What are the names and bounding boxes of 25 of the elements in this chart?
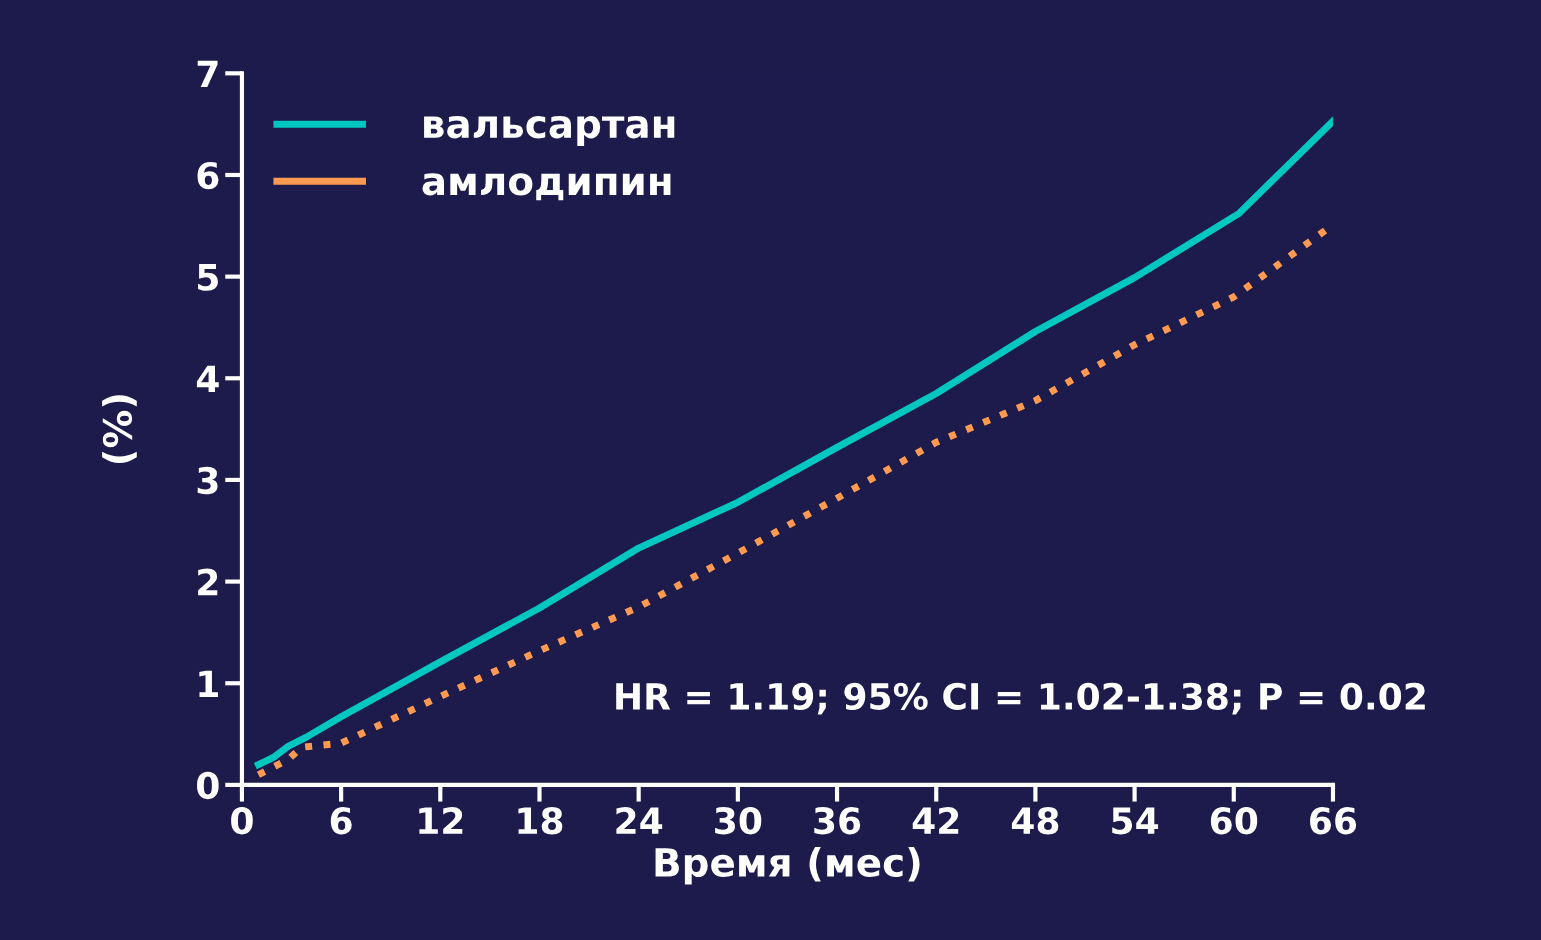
y-tick-label: 0 [197,771,219,800]
x-axis-title: Время (мес) [655,846,920,885]
x-tick-label: 60 [1210,807,1258,835]
x-tick-label: 42 [912,807,959,834]
x-tick-label: 48 [1011,807,1059,835]
annotation: HR = 1.19; 95% CI = 1.02-1.38; P = 0.02 [616,682,1425,715]
x-tick-label: 30 [715,807,762,835]
y-tick-label: 5 [198,264,218,291]
y-tick-label: 4 [196,365,219,392]
legend-label: вальсартан [424,116,675,146]
x-tick-label: 12 [419,807,463,834]
y-tick-label: 3 [197,466,218,495]
x-tick-label: 54 [1112,807,1159,835]
x-tick-label: 18 [518,807,563,835]
y-tick-label: 6 [197,161,219,190]
x-tick-label: 66 [1310,807,1357,835]
x-tick-label: 6 [330,807,352,835]
x-tick-label: 0 [231,807,253,835]
legend-label: амлодипин [422,173,671,201]
y-tick-label: 1 [199,670,218,697]
y-tick-label: 7 [197,60,218,88]
x-tick-label: 36 [814,807,861,835]
y-tick-label: 2 [198,568,218,596]
y-axis-title: (%) [102,395,137,464]
x-tick-label: 24 [616,807,663,834]
